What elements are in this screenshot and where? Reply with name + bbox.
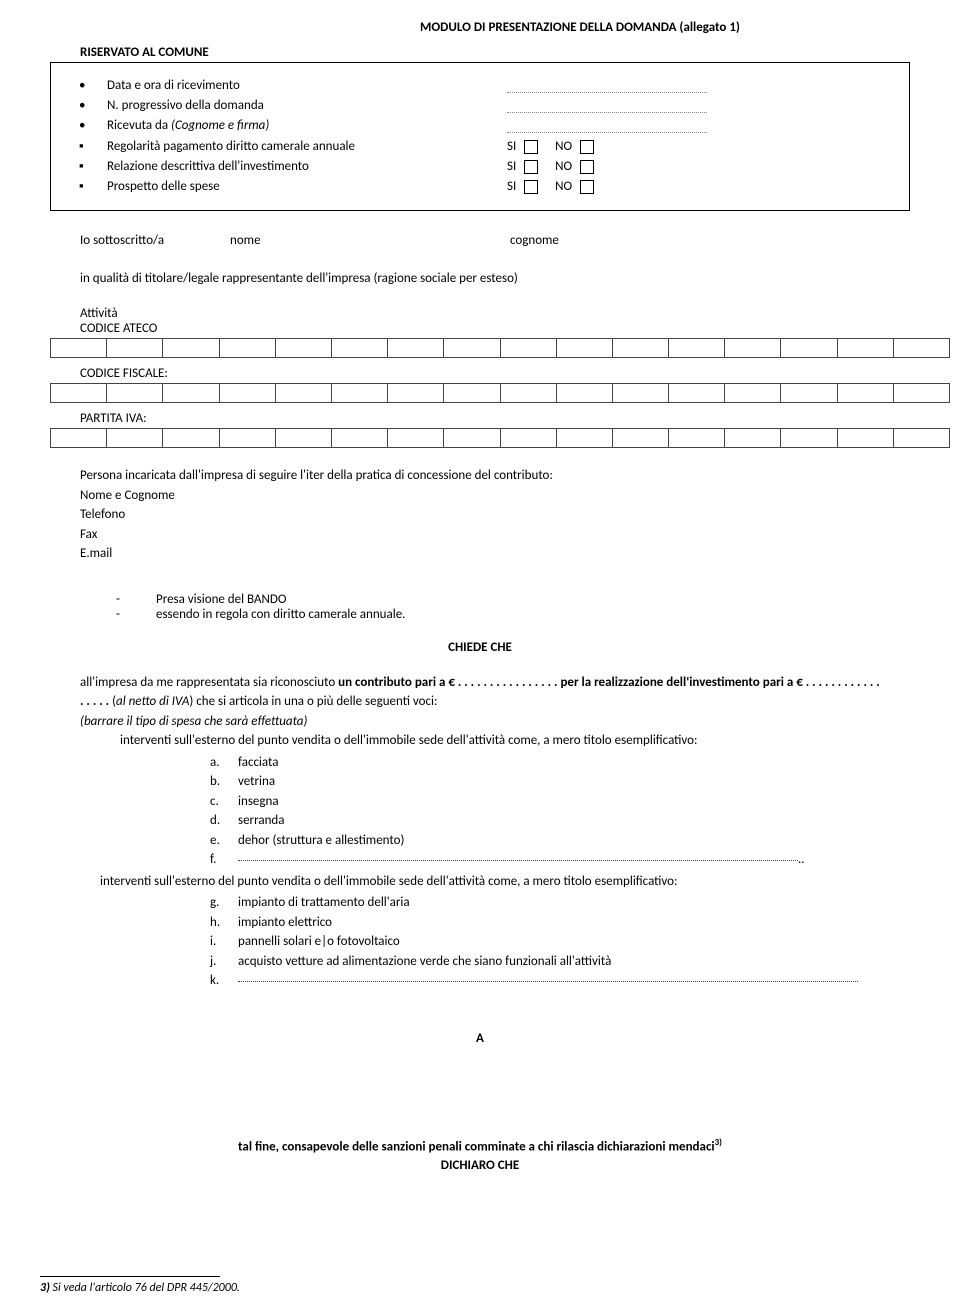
square-icon: ▪ (71, 158, 107, 176)
row-data-ora: Data e ora di ricevimento (107, 77, 447, 95)
item-impianto-aria: impianto di trattamento dell'aria (238, 893, 410, 913)
dotted-fill[interactable] (238, 850, 798, 861)
no-label: NO (555, 138, 572, 156)
item-vetture: acquisto vetture ad alimentazione verde … (238, 952, 611, 972)
dash-row-1: - Presa visione del BANDO (116, 592, 880, 607)
footnote-separator (40, 1276, 220, 1277)
marker-f: f. (210, 850, 238, 870)
marker-d: d. (210, 811, 238, 831)
si-no-group: SI NO (507, 158, 594, 176)
ricevuta-pre: Ricevuta da (107, 118, 171, 133)
sottoscritto-row: Io sottoscritto/a nome cognome (80, 231, 880, 251)
marker-b: b. (210, 772, 238, 792)
dash-bando: Presa visione del BANDO (156, 592, 287, 607)
bullet-icon: • (71, 77, 107, 95)
contact-tel: Telefono (80, 505, 880, 525)
piva-label: PARTITA IVA: (80, 411, 880, 426)
cognome-label: cognome (510, 231, 559, 251)
p1e: ) che si articola in una o più delle seg… (189, 694, 437, 709)
no-label: NO (555, 178, 572, 196)
square-icon: ▪ (71, 138, 107, 156)
checkbox-no[interactable] (580, 160, 594, 174)
tal-fine-text: tal fine, consapevole delle sanzioni pen… (80, 1136, 880, 1176)
footnote-text: 3) Si veda l'articolo 76 del DPR 445/200… (40, 1281, 920, 1295)
si-label: SI (507, 138, 516, 156)
bullet-icon: • (71, 117, 107, 135)
checkbox-si[interactable] (524, 160, 538, 174)
barrare-note: (barrare il tipo di spesa che sarà effet… (80, 712, 880, 732)
checkbox-si[interactable] (524, 180, 538, 194)
marker-k: k. (210, 971, 238, 991)
si-label: SI (507, 178, 516, 196)
checkbox-si[interactable] (524, 140, 538, 154)
item-pannelli: pannelli solari e|o fotovoltaico (238, 932, 400, 952)
attivita-label: Attività (80, 306, 880, 321)
item-insegna: insegna (238, 792, 279, 812)
checkbox-no[interactable] (580, 180, 594, 194)
bullet-icon: • (71, 97, 107, 115)
row-prospetto: Prospetto delle spese (107, 178, 447, 196)
ateco-grid[interactable] (50, 338, 950, 358)
fn-num: 3) (40, 1281, 50, 1295)
fill-line[interactable] (507, 100, 707, 113)
no-label: NO (555, 158, 572, 176)
dash-row-2: - essendo in regola con diritto camerale… (116, 607, 880, 622)
contact-intro: Persona incaricata dall'impresa di segui… (80, 466, 880, 486)
p1c: ( (109, 694, 116, 709)
dotted-fill[interactable] (238, 971, 858, 982)
fn-txt: Si veda l'articolo 76 del DPR 445/2000. (50, 1281, 240, 1295)
letter-a: A (40, 1031, 920, 1046)
cf-grid[interactable] (50, 383, 950, 403)
item-impianto-elettrico: impianto elettrico (238, 913, 332, 933)
io-label: Io sottoscritto/a (80, 231, 230, 251)
marker-h: h. (210, 913, 238, 933)
dichiaro-heading: DICHIARO CHE (441, 1158, 519, 1173)
contact-nome: Nome e Cognome (80, 486, 880, 506)
row-relazione: Relazione descrittiva dell'investimento (107, 158, 447, 176)
marker-g: g. (210, 893, 238, 913)
item-dehor: dehor (struttura e allestimento) (238, 831, 404, 851)
dash-icon: - (116, 607, 156, 622)
interventi-1: interventi sull'esterno del punto vendit… (120, 731, 880, 751)
dot-trail: .. (798, 850, 805, 870)
sup-3: 3) (715, 1137, 722, 1148)
piva-grid[interactable] (50, 428, 950, 448)
dash-icon: - (116, 592, 156, 607)
row-progressivo: N. progressivo della domanda (107, 97, 447, 115)
p1a: all'impresa da me rappresentata sia rico… (80, 675, 338, 690)
nome-label: nome (230, 231, 510, 251)
marker-e: e. (210, 831, 238, 851)
form-title: MODULO DI PRESENTAZIONE DELLA DOMANDA (a… (240, 20, 920, 35)
si-label: SI (507, 158, 516, 176)
row-regolarita: Regolarità pagamento diritto camerale an… (107, 138, 447, 156)
fill-line[interactable] (507, 80, 707, 93)
marker-a: a. (210, 753, 238, 773)
marker-i: i. (210, 932, 238, 952)
ateco-label: CODICE ATECO (80, 321, 880, 336)
dash-regola: essendo in regola con diritto camerale a… (156, 607, 405, 622)
chiede-heading: CHIEDE CHE (40, 640, 920, 655)
p1d: al netto di IVA (116, 694, 189, 709)
item-serranda: serranda (238, 811, 284, 831)
item-facciata: facciata (238, 753, 278, 773)
riservato-label: RISERVATO AL COMUNE (80, 45, 920, 60)
checkbox-no[interactable] (580, 140, 594, 154)
si-no-group: SI NO (507, 178, 594, 196)
cf-label: CODICE FISCALE: (80, 366, 880, 381)
interventi-2: interventi sull'esterno del punto vendit… (100, 872, 880, 892)
contact-fax: Fax (80, 525, 880, 545)
fill-line[interactable] (507, 120, 707, 133)
contact-email: E.mail (80, 544, 880, 564)
row-ricevuta: Ricevuta da (Cognome e firma) (107, 117, 447, 135)
comune-box: • Data e ora di ricevimento • N. progres… (50, 62, 910, 211)
ricevuta-it: (Cognome e firma) (171, 118, 269, 133)
item-vetrina: vetrina (238, 772, 275, 792)
chiede-paragraph: all'impresa da me rappresentata sia rico… (80, 673, 880, 712)
marker-c: c. (210, 792, 238, 812)
square-icon: ▪ (71, 178, 107, 196)
marker-j: j. (210, 952, 238, 972)
si-no-group: SI NO (507, 138, 594, 156)
talfine-main: tal fine, consapevole delle sanzioni pen… (238, 1139, 715, 1154)
qualita-text: in qualità di titolare/legale rappresent… (80, 269, 880, 289)
